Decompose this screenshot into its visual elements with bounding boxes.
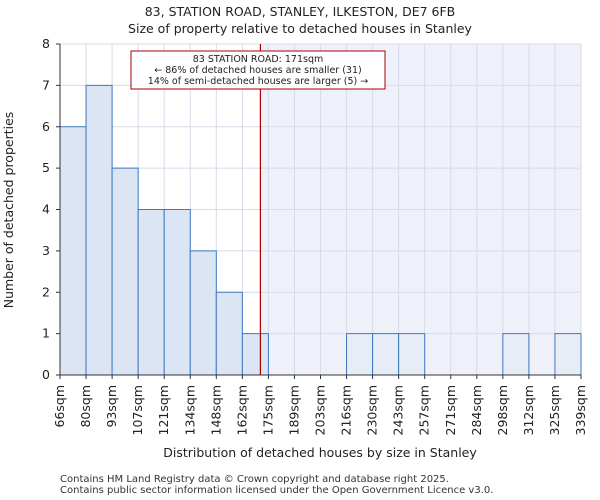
x-tick-label: 66sqm — [52, 385, 67, 428]
x-tick-label: 93sqm — [104, 385, 119, 428]
x-tick-label: 216sqm — [339, 385, 354, 435]
x-tick-label: 203sqm — [313, 385, 328, 435]
x-tick-label: 243sqm — [391, 385, 406, 435]
histogram-bar — [189, 250, 217, 376]
histogram-bar — [163, 209, 191, 376]
histogram-bar — [398, 333, 426, 376]
chart-subtitle: Size of property relative to detached ho… — [128, 21, 472, 36]
y-tick-label: 7 — [42, 77, 50, 92]
histogram-bar — [372, 333, 400, 376]
histogram-bar — [85, 84, 113, 376]
y-tick-label: 0 — [42, 367, 50, 382]
y-axis-label: Number of detached properties — [1, 112, 16, 309]
histogram-bar — [59, 126, 87, 376]
histogram-chart: 83, STATION ROAD, STANLEY, ILKESTON, DE7… — [1, 4, 588, 460]
histogram-bar — [241, 333, 269, 376]
histogram-bar — [137, 209, 165, 376]
y-tick-label: 5 — [42, 160, 50, 175]
annotation-box — [130, 50, 386, 90]
x-tick-label: 148sqm — [208, 385, 223, 435]
x-tick-label: 298sqm — [495, 385, 510, 435]
x-tick-label: 175sqm — [260, 385, 275, 435]
y-tick-label: 2 — [42, 284, 50, 299]
histogram-bar — [215, 291, 243, 376]
x-tick-label: 257sqm — [417, 385, 432, 435]
histogram-bar — [111, 167, 139, 376]
x-tick-label: 121sqm — [156, 385, 171, 435]
y-tick-label: 1 — [42, 326, 50, 341]
footer-line-1: Contains HM Land Registry data © Crown c… — [60, 474, 449, 485]
chart-title: 83, STATION ROAD, STANLEY, ILKESTON, DE7… — [145, 4, 456, 19]
x-tick-label: 189sqm — [286, 385, 301, 435]
x-tick-label: 325sqm — [547, 385, 562, 435]
annotation-line: ← 86% of detached houses are smaller (31… — [154, 65, 361, 76]
x-tick-label: 80sqm — [78, 385, 93, 428]
x-tick-label: 107sqm — [130, 385, 145, 435]
annotation-line: 14% of semi-detached houses are larger (… — [148, 76, 368, 87]
annotation-line: 83 STATION ROAD: 171sqm — [193, 54, 324, 65]
histogram-bar — [554, 333, 582, 376]
footer-line-2: Contains public sector information licen… — [60, 485, 494, 496]
plot-area: 0 1 2 3 4 5 6 7 8 66sqm 80sqm 93sqm 107sqm 121sqm 134s… — [42, 36, 588, 435]
x-tick-label: 162sqm — [234, 385, 249, 435]
x-tick-label: 284sqm — [469, 385, 484, 435]
y-tick-label: 4 — [42, 202, 50, 217]
y-tick-label: 8 — [42, 36, 50, 51]
x-axis-label: Distribution of detached houses by size … — [163, 445, 477, 460]
y-tick-label: 3 — [42, 243, 50, 258]
x-tick-label: 230sqm — [365, 385, 380, 435]
histogram-bar — [502, 333, 530, 376]
histogram-bar — [346, 333, 374, 376]
x-tick-label: 339sqm — [573, 385, 588, 435]
x-tick-label: 271sqm — [443, 385, 458, 435]
x-tick-label: 134sqm — [182, 385, 197, 435]
y-tick-label: 6 — [42, 119, 50, 134]
x-tick-label: 312sqm — [521, 385, 536, 435]
